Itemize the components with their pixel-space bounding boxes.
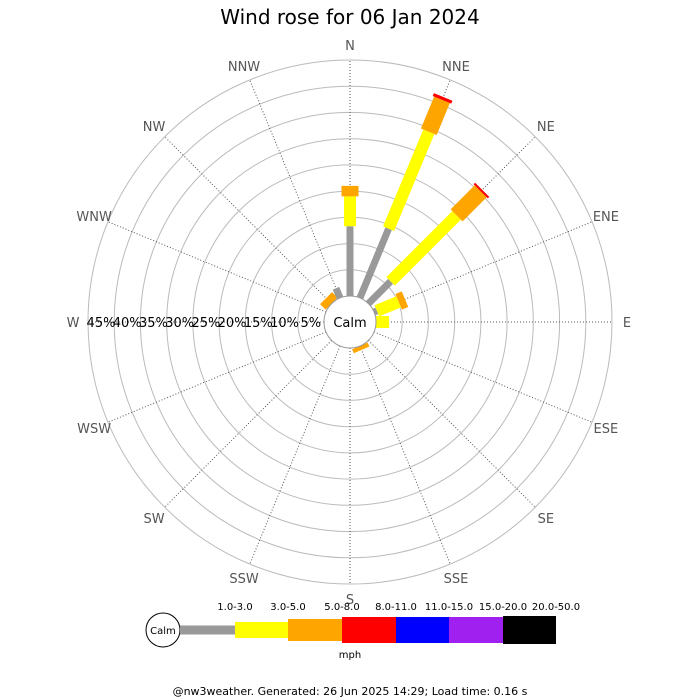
percent-label: 20% — [218, 316, 247, 331]
legend-units: mph — [339, 650, 361, 661]
bar-ene-5.0-8.0 — [395, 291, 409, 310]
bar-ne-3.0-5.0 — [386, 211, 461, 286]
legend-swatch-11.0-15.0 — [396, 617, 449, 643]
bar-nne-8.0-11.0 — [432, 93, 453, 104]
legend-label: 5.0-8.0 — [324, 602, 359, 613]
percent-label: 40% — [113, 316, 142, 331]
spoke-se — [368, 340, 536, 508]
percent-label: 30% — [165, 316, 194, 331]
percent-label: 5% — [300, 316, 321, 331]
direction-label-ne: NE — [537, 120, 555, 135]
direction-label-nne: NNE — [442, 60, 470, 75]
spoke-ssw — [249, 345, 341, 565]
direction-label-nw: NW — [143, 120, 166, 135]
legend-label: 15.0-20.0 — [479, 602, 527, 613]
direction-label-w: W — [67, 316, 80, 331]
direction-label-ene: ENE — [593, 210, 619, 225]
bar-nw-5.0-8.0 — [320, 292, 338, 310]
percent-label: 45% — [87, 316, 116, 331]
direction-label-nnw: NNW — [228, 60, 260, 75]
direction-label-se: SE — [538, 512, 554, 527]
bar-nne-1.0-3.0 — [356, 227, 392, 300]
spoke-ene — [373, 221, 593, 313]
direction-label-sse: SSE — [444, 572, 469, 587]
spoke-ese — [373, 331, 593, 423]
spoke-wsw — [107, 331, 327, 423]
direction-label-wnw: WNW — [76, 210, 112, 225]
legend-calm-label: Calm — [150, 626, 176, 637]
percent-label: 15% — [244, 316, 273, 331]
chart-title: Wind rose for 06 Jan 2024 — [220, 5, 479, 29]
grid-ring — [113, 85, 587, 559]
speed-legend: Calm 1.0-3.0 3.0-5.0 5.0-8.0 8.0-11.0 11.0-15… — [145, 602, 580, 661]
direction-label-e: E — [623, 316, 631, 331]
legend-swatch-3.0-5.0 — [235, 622, 288, 638]
legend-swatch-1.0-3.0 — [180, 625, 235, 635]
percent-label: 35% — [139, 316, 168, 331]
bar-nnw-1.0-3.0 — [332, 286, 344, 300]
bar-nne-3.0-5.0 — [383, 129, 435, 231]
direction-labels: N NNE NE ENE E ESE SE SSE S SSW SW WSW W WNW NW NNW — [67, 39, 632, 608]
grid-ring — [87, 59, 613, 585]
spoke-nnw — [249, 79, 341, 299]
calm-label: Calm — [333, 316, 366, 331]
legend-swatch-8.0-11.0 — [342, 617, 396, 643]
legend-swatch-5.0-8.0 — [288, 619, 342, 641]
legend-label: 20.0-50.0 — [532, 602, 580, 613]
spoke-wnw — [107, 221, 327, 313]
percent-label: 10% — [270, 316, 299, 331]
bar-sse-5.0-8.0 — [352, 342, 370, 354]
direction-label-wsw: WSW — [77, 422, 111, 437]
direction-label-sw: SW — [144, 512, 165, 527]
percent-labels: 5%10%15%20%25%30%35%40%45% — [87, 316, 322, 331]
direction-label-s: S — [346, 593, 354, 608]
footer-text: @nw3weather. Generated: 26 Jun 2025 14:2… — [173, 685, 528, 698]
legend-label: 3.0-5.0 — [270, 602, 305, 613]
direction-label-ssw: SSW — [229, 572, 259, 587]
grid-ring — [192, 164, 508, 480]
spoke-nw — [164, 136, 332, 304]
bar-ne-8.0-11.0 — [473, 182, 490, 199]
legend-label: 11.0-15.0 — [425, 602, 473, 613]
direction-label-n: N — [345, 39, 355, 54]
legend-swatch-20.0-50.0 — [503, 616, 556, 644]
bar-ne-5.0-8.0 — [450, 185, 487, 222]
spoke-sw — [164, 340, 332, 508]
calm-circle — [323, 295, 377, 349]
grid-ring — [166, 138, 534, 506]
wind-bars — [320, 93, 490, 354]
percent-label: 25% — [191, 316, 220, 331]
direction-label-ese: ESE — [594, 422, 619, 437]
bar-nne-5.0-8.0 — [420, 96, 450, 136]
legend-label: 8.0-11.0 — [375, 602, 417, 613]
spoke-sse — [359, 345, 451, 565]
bar-ne-1.0-3.0 — [365, 278, 394, 307]
legend-swatch-15.0-20.0 — [449, 617, 503, 643]
bar-ene-3.0-5.0 — [374, 296, 401, 317]
legend-label: 1.0-3.0 — [217, 602, 252, 613]
